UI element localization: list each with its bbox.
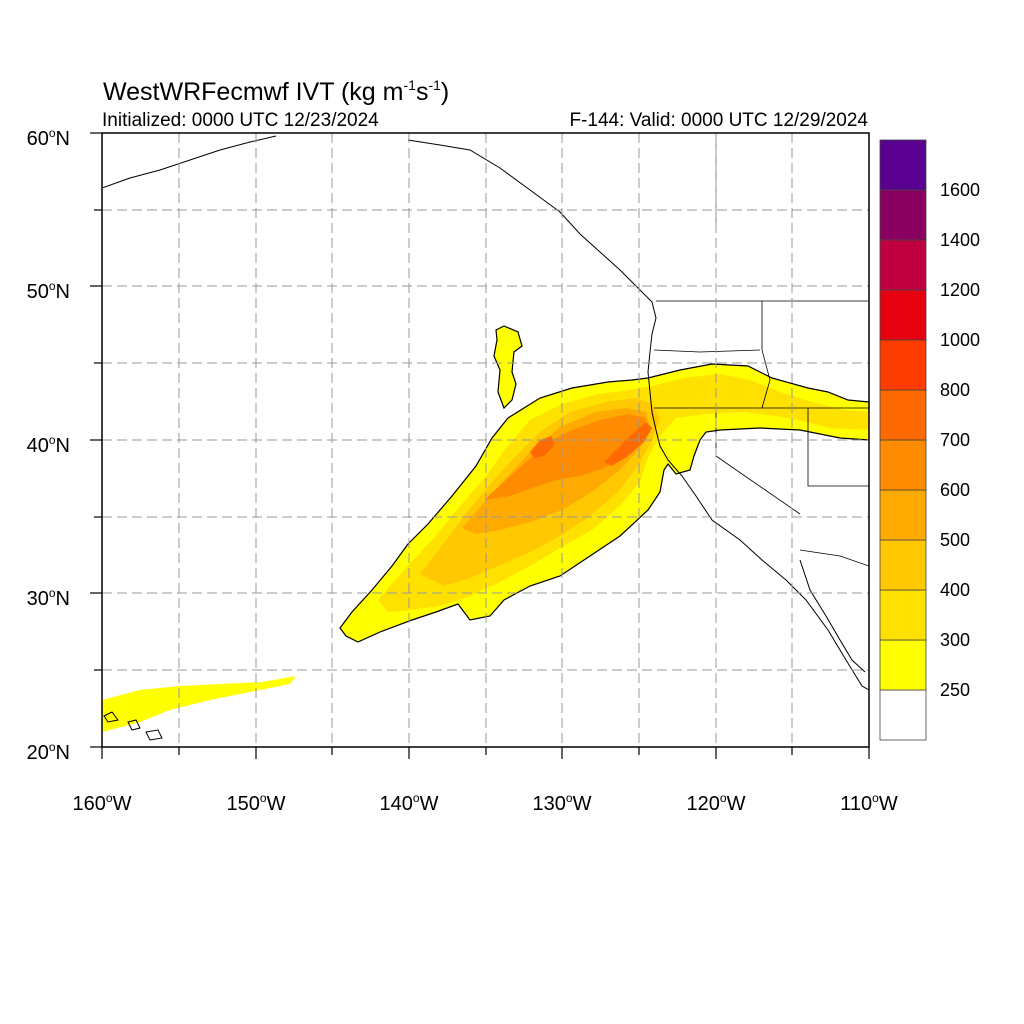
lat-label-60n: 60oN bbox=[26, 126, 70, 150]
colorbar-label-500: 500 bbox=[940, 530, 971, 550]
colorbar-label-1400: 1400 bbox=[940, 230, 981, 250]
title-exponent-2: -1 bbox=[428, 77, 441, 93]
colorbar-box bbox=[879, 539, 927, 591]
colorbar-label-1200: 1200 bbox=[940, 280, 981, 300]
colorbar-label-1000: 1000 bbox=[940, 330, 981, 350]
north-america-coast bbox=[407, 139, 869, 691]
colorbar-label-400: 400 bbox=[940, 580, 971, 600]
colorbar-box bbox=[879, 489, 927, 541]
colorbar-label-600: 600 bbox=[940, 480, 971, 500]
valid-time-label: F-144: Valid: 0000 UTC 12/29/2024 bbox=[569, 110, 868, 131]
colorbar-box bbox=[879, 389, 927, 441]
colorbar-label-1600: 1600 bbox=[940, 180, 981, 200]
colorbar-box bbox=[879, 589, 927, 641]
ivt-250-trop bbox=[102, 676, 296, 732]
colorbar-box bbox=[879, 189, 927, 241]
colorbar-label-700: 700 bbox=[940, 430, 971, 450]
initialized-label: Initialized: 0000 UTC 12/23/2024 bbox=[102, 110, 379, 131]
lat-label-20n: 20oN bbox=[26, 740, 70, 764]
title-text-s: s bbox=[415, 78, 429, 106]
lon-label-160w: 160oW bbox=[72, 791, 132, 815]
colorbar-box bbox=[879, 289, 927, 341]
lat-label-30n: 30oN bbox=[26, 586, 70, 610]
ivt-600-contour bbox=[484, 414, 646, 500]
ivt-atmospheric-river bbox=[102, 325, 869, 732]
lat-label-50n: 50oN bbox=[26, 279, 70, 303]
title-text-close: ) bbox=[440, 78, 450, 106]
colorbar bbox=[879, 139, 927, 741]
colorbar-box bbox=[879, 439, 927, 491]
colorbar-box bbox=[879, 239, 927, 291]
ivt-700-core-west bbox=[530, 436, 554, 458]
graticule bbox=[102, 133, 869, 747]
lon-label-150w: 150oW bbox=[226, 791, 286, 815]
colorbar-label-300: 300 bbox=[940, 630, 971, 650]
colorbar-label-250: 250 bbox=[940, 680, 971, 700]
map-panel bbox=[102, 133, 869, 747]
lon-label-130w: 130oW bbox=[532, 791, 592, 815]
hawaii-islands bbox=[103, 711, 163, 741]
colorbar-box bbox=[879, 139, 927, 191]
map-title: WestWRFecmwf IVT (kg m-1s-1) bbox=[103, 70, 449, 107]
colorbar-label-800: 800 bbox=[940, 380, 971, 400]
title-exponent-1: -1 bbox=[403, 77, 416, 93]
idaho-border bbox=[761, 301, 771, 409]
nevada-utah-border bbox=[807, 408, 869, 487]
political-borders bbox=[653, 133, 869, 567]
title-text-main: WestWRFecmwf IVT (kg m bbox=[103, 78, 404, 106]
lon-label-140w: 140oW bbox=[379, 791, 439, 815]
washington-oregon-border bbox=[653, 349, 761, 353]
alaska-coast bbox=[102, 135, 277, 189]
lon-label-120w: 120oW bbox=[686, 791, 746, 815]
lon-label-110w: 110oW bbox=[840, 791, 898, 815]
ivt-250-plume-north bbox=[493, 325, 523, 410]
gulf-of-california bbox=[799, 559, 866, 673]
coastlines bbox=[102, 135, 869, 741]
colorbar-box bbox=[879, 639, 927, 691]
colorbar-box bbox=[879, 339, 927, 391]
us-mexico-border bbox=[799, 549, 869, 567]
ivt-700-core bbox=[604, 422, 652, 466]
axis-ticks bbox=[90, 132, 870, 759]
colorbar-box bbox=[879, 689, 927, 741]
lat-label-40n: 40oN bbox=[26, 433, 70, 457]
